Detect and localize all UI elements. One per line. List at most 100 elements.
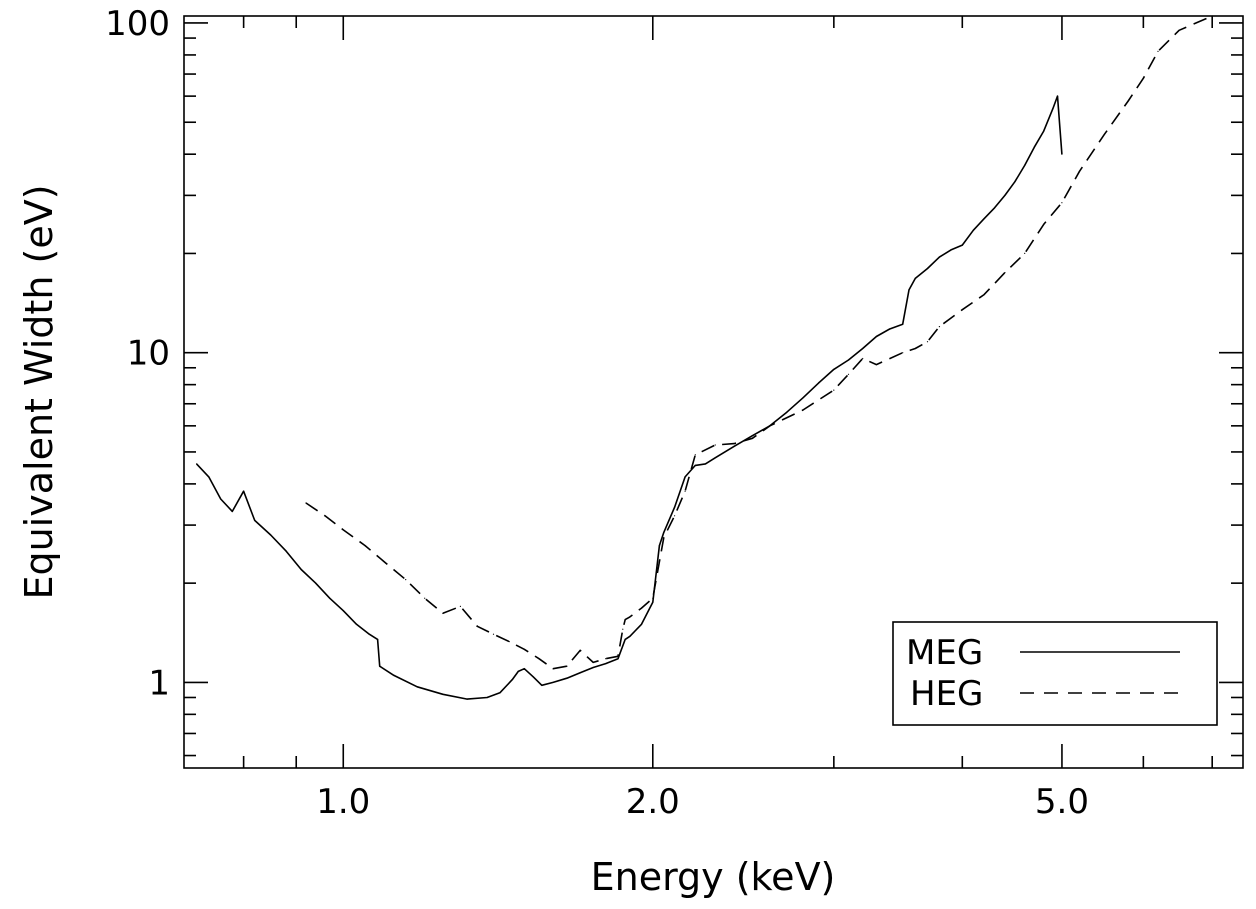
data-point-meg	[329, 597, 331, 599]
data-point-meg	[875, 335, 878, 338]
data-point-meg	[994, 207, 996, 209]
data-point-meg	[532, 676, 534, 678]
data-point-meg	[818, 382, 820, 384]
data-point-heg	[617, 655, 619, 657]
data-point-heg	[684, 490, 686, 492]
data-point-meg	[486, 696, 488, 699]
data-point-heg	[1127, 100, 1129, 102]
data-point-meg	[541, 684, 543, 686]
axis-ticks	[184, 16, 1243, 768]
data-point-heg	[926, 341, 929, 343]
data-point-heg	[875, 364, 878, 366]
data-point-meg	[1043, 130, 1045, 132]
data-point-heg	[751, 437, 754, 439]
data-point-heg	[914, 347, 916, 350]
data-point-heg	[459, 605, 461, 608]
y-tick-label: 1	[148, 663, 170, 703]
data-point-heg	[405, 579, 407, 581]
data-point-meg	[566, 677, 568, 679]
data-point-meg	[733, 445, 735, 447]
data-point-meg	[889, 328, 891, 330]
data-point-heg	[552, 668, 554, 670]
data-point-meg	[847, 359, 850, 361]
data-point-heg	[492, 633, 495, 635]
data-point-meg	[694, 464, 696, 466]
data-point-heg	[1078, 170, 1081, 172]
data-point-meg	[624, 638, 626, 641]
x-axis-title: Energy (keV)	[591, 855, 836, 899]
data-point-heg	[476, 625, 478, 627]
data-point-meg	[285, 550, 287, 552]
data-point-meg	[983, 218, 985, 220]
x-tick-label: 5.0	[1035, 782, 1089, 822]
data-point-heg	[1061, 202, 1063, 204]
data-point-heg	[769, 425, 771, 427]
data-point-heg	[833, 389, 835, 391]
data-point-heg	[1024, 252, 1026, 254]
data-point-meg	[862, 347, 864, 350]
data-point-meg	[270, 534, 272, 536]
data-point-meg	[393, 674, 395, 677]
data-point-meg	[466, 698, 468, 700]
data-point-heg	[663, 536, 665, 539]
data-point-meg	[938, 256, 941, 258]
tick-labels: 1.0 2.0 5.0 1 10 100	[105, 4, 1089, 822]
data-point-meg	[652, 601, 654, 603]
data-point-meg	[579, 672, 581, 674]
data-point-heg	[629, 616, 631, 618]
data-point-meg	[300, 568, 302, 571]
data-point-meg	[751, 435, 754, 437]
data-point-heg	[938, 326, 941, 328]
data-point-meg	[1052, 108, 1054, 110]
data-point-meg	[914, 277, 916, 279]
data-point-heg	[652, 597, 654, 599]
data-point-meg	[552, 681, 554, 684]
data-point-meg	[704, 463, 707, 465]
data-point-heg	[674, 515, 676, 517]
data-point-heg	[1178, 29, 1180, 31]
data-point-meg	[517, 670, 519, 673]
data-point-heg	[579, 649, 581, 652]
data-point-meg	[355, 623, 358, 625]
data-point-meg	[499, 692, 501, 694]
data-point-heg	[566, 665, 568, 667]
legend-label-heg: HEG	[910, 674, 983, 714]
data-point-meg	[1024, 164, 1026, 166]
data-point-meg	[833, 368, 835, 370]
y-axis-title: Equivalent Width (eV)	[17, 184, 61, 599]
data-point-heg	[624, 619, 626, 621]
data-point-heg	[640, 607, 643, 609]
data-point-heg	[523, 648, 525, 650]
data-point-heg	[733, 443, 735, 445]
data-point-meg	[416, 686, 418, 688]
data-point-meg	[220, 498, 222, 500]
data-point-meg	[342, 610, 344, 612]
data-point-heg	[1004, 272, 1006, 274]
data-point-heg	[342, 529, 344, 531]
data-point-heg	[961, 309, 963, 311]
data-point-heg	[385, 562, 387, 564]
series-layer	[196, 15, 1213, 700]
data-point-meg	[377, 638, 379, 641]
data-point-meg	[243, 490, 245, 492]
legend: MEG HEG	[892, 621, 1218, 726]
data-point-meg	[1056, 95, 1059, 97]
data-point-heg	[538, 658, 540, 660]
data-point-meg	[1061, 153, 1063, 155]
legend-label-meg: MEG	[906, 633, 983, 673]
data-point-meg	[629, 635, 631, 637]
data-point-meg	[617, 658, 619, 660]
data-point-heg	[364, 545, 366, 547]
data-point-heg	[508, 641, 510, 643]
data-point-meg	[714, 457, 716, 459]
data-point-meg	[196, 463, 198, 465]
data-point-meg	[674, 506, 676, 508]
data-point-meg	[950, 249, 952, 251]
plot-frame	[183, 15, 1244, 769]
data-point-meg	[786, 411, 788, 413]
data-point-meg	[442, 693, 444, 695]
data-point-meg	[254, 519, 256, 522]
data-point-meg	[1004, 194, 1006, 196]
data-point-heg	[305, 502, 307, 504]
